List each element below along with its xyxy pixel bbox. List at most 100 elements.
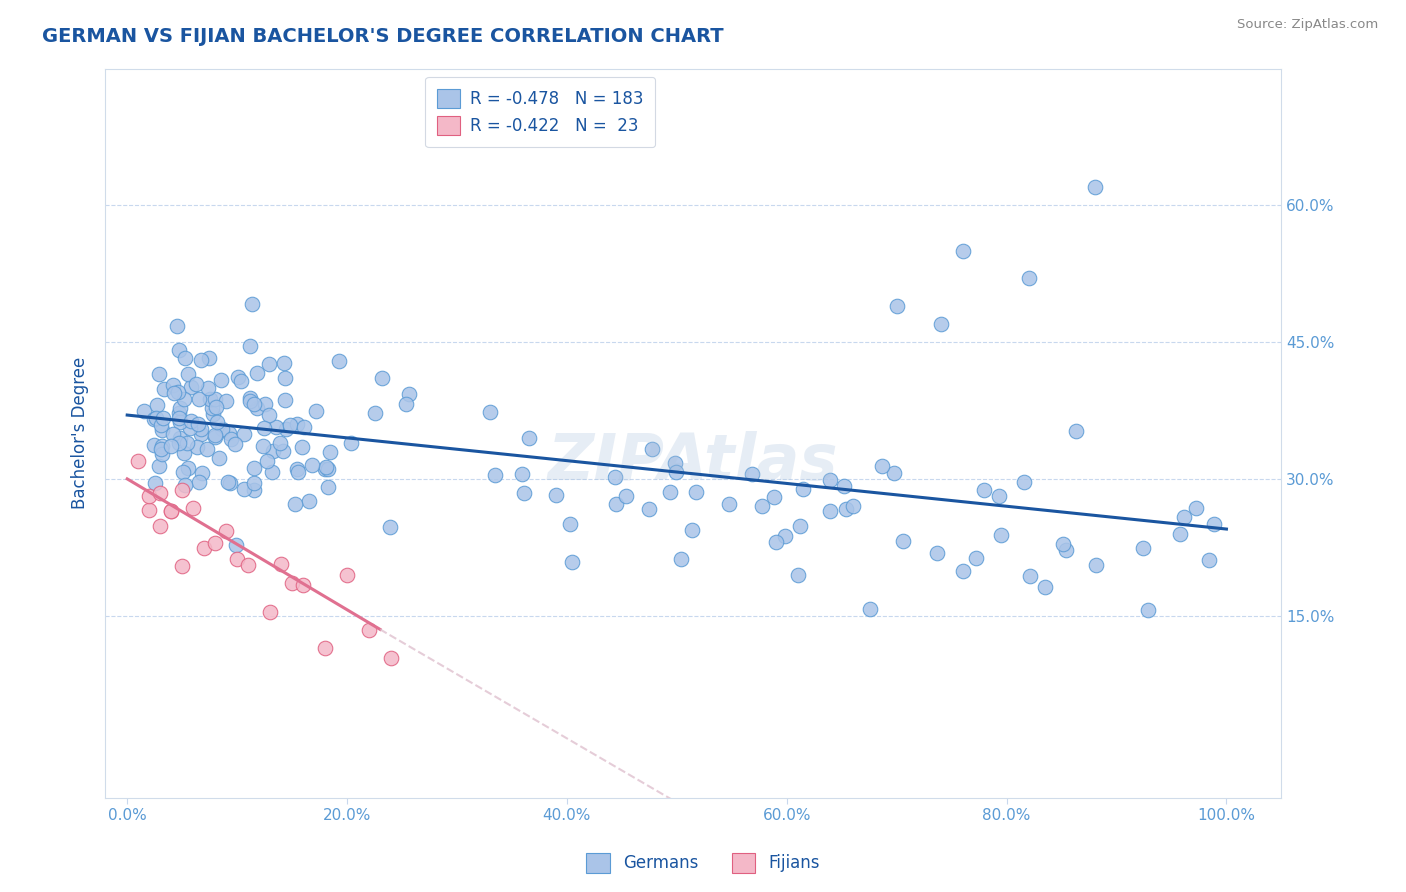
Point xyxy=(138,489,160,503)
Point xyxy=(614,489,637,503)
Point xyxy=(1083,180,1105,194)
Point xyxy=(305,404,328,418)
Point xyxy=(217,475,239,489)
Point xyxy=(215,394,238,409)
Point xyxy=(1198,553,1220,567)
Point xyxy=(561,554,583,568)
Point xyxy=(314,641,336,656)
Point xyxy=(665,465,688,479)
Point xyxy=(274,371,297,385)
Point xyxy=(842,499,865,513)
Point xyxy=(207,416,229,430)
Point xyxy=(287,466,309,480)
Point xyxy=(143,476,166,491)
Point xyxy=(256,453,278,467)
Point xyxy=(160,504,183,518)
Point xyxy=(363,406,385,420)
Point xyxy=(246,401,269,416)
Point xyxy=(152,411,174,425)
Point xyxy=(204,428,226,442)
Point xyxy=(291,441,314,455)
Point xyxy=(285,462,308,476)
Point xyxy=(681,523,703,537)
Legend: Germans, Fijians: Germans, Fijians xyxy=(579,847,827,880)
Point xyxy=(1018,568,1040,582)
Point xyxy=(148,367,170,381)
Point xyxy=(143,438,166,452)
Point xyxy=(225,537,247,551)
Point xyxy=(965,551,987,566)
Point xyxy=(146,398,169,412)
Point xyxy=(316,462,339,476)
Point xyxy=(328,353,350,368)
Point xyxy=(765,535,787,549)
Point xyxy=(973,483,995,497)
Point xyxy=(1052,537,1074,551)
Point xyxy=(201,407,224,421)
Point xyxy=(197,381,219,395)
Point xyxy=(246,367,269,381)
Point xyxy=(558,516,581,531)
Point xyxy=(169,406,191,420)
Text: GERMAN VS FIJIAN BACHELOR'S DEGREE CORRELATION CHART: GERMAN VS FIJIAN BACHELOR'S DEGREE CORRE… xyxy=(42,27,724,45)
Point xyxy=(927,546,949,560)
Point xyxy=(150,418,173,433)
Point xyxy=(236,558,259,573)
Point xyxy=(929,317,952,331)
Point xyxy=(1033,580,1056,594)
Point xyxy=(484,467,506,482)
Point xyxy=(167,435,190,450)
Point xyxy=(988,489,1011,503)
Point xyxy=(395,397,418,411)
Point xyxy=(174,351,197,365)
Point xyxy=(177,367,200,381)
Point xyxy=(190,353,212,368)
Point xyxy=(264,419,287,434)
Point xyxy=(149,518,172,533)
Point xyxy=(173,392,195,407)
Point xyxy=(166,385,188,400)
Point xyxy=(240,297,263,311)
Point xyxy=(773,529,796,543)
Point xyxy=(316,479,339,493)
Point xyxy=(664,456,686,470)
Point xyxy=(190,467,212,481)
Point xyxy=(301,458,323,472)
Point xyxy=(641,442,664,457)
Point xyxy=(891,533,914,548)
Point xyxy=(193,541,215,556)
Point xyxy=(259,357,281,371)
Point xyxy=(274,392,297,407)
Point xyxy=(319,444,342,458)
Point xyxy=(167,343,190,357)
Point xyxy=(253,421,276,435)
Point xyxy=(160,439,183,453)
Point xyxy=(218,426,240,441)
Point xyxy=(195,442,218,456)
Point xyxy=(603,469,626,483)
Point xyxy=(132,403,155,417)
Point xyxy=(789,519,811,533)
Point xyxy=(252,438,274,452)
Point xyxy=(378,520,401,534)
Point xyxy=(204,430,226,444)
Point xyxy=(281,575,304,590)
Point xyxy=(763,490,786,504)
Point xyxy=(211,422,233,436)
Point xyxy=(371,371,394,385)
Point xyxy=(1132,541,1154,556)
Point xyxy=(870,459,893,474)
Point xyxy=(510,467,533,481)
Point xyxy=(209,373,232,387)
Point xyxy=(166,319,188,334)
Legend: R = -0.478   N = 183, R = -0.422   N =  23: R = -0.478 N = 183, R = -0.422 N = 23 xyxy=(426,77,655,147)
Point xyxy=(315,460,337,475)
Point xyxy=(169,411,191,425)
Point xyxy=(219,432,242,446)
Point xyxy=(229,374,252,388)
Point xyxy=(187,475,209,489)
Point xyxy=(162,377,184,392)
Point xyxy=(254,397,277,411)
Point xyxy=(818,504,841,518)
Text: Source: ZipAtlas.com: Source: ZipAtlas.com xyxy=(1237,18,1378,31)
